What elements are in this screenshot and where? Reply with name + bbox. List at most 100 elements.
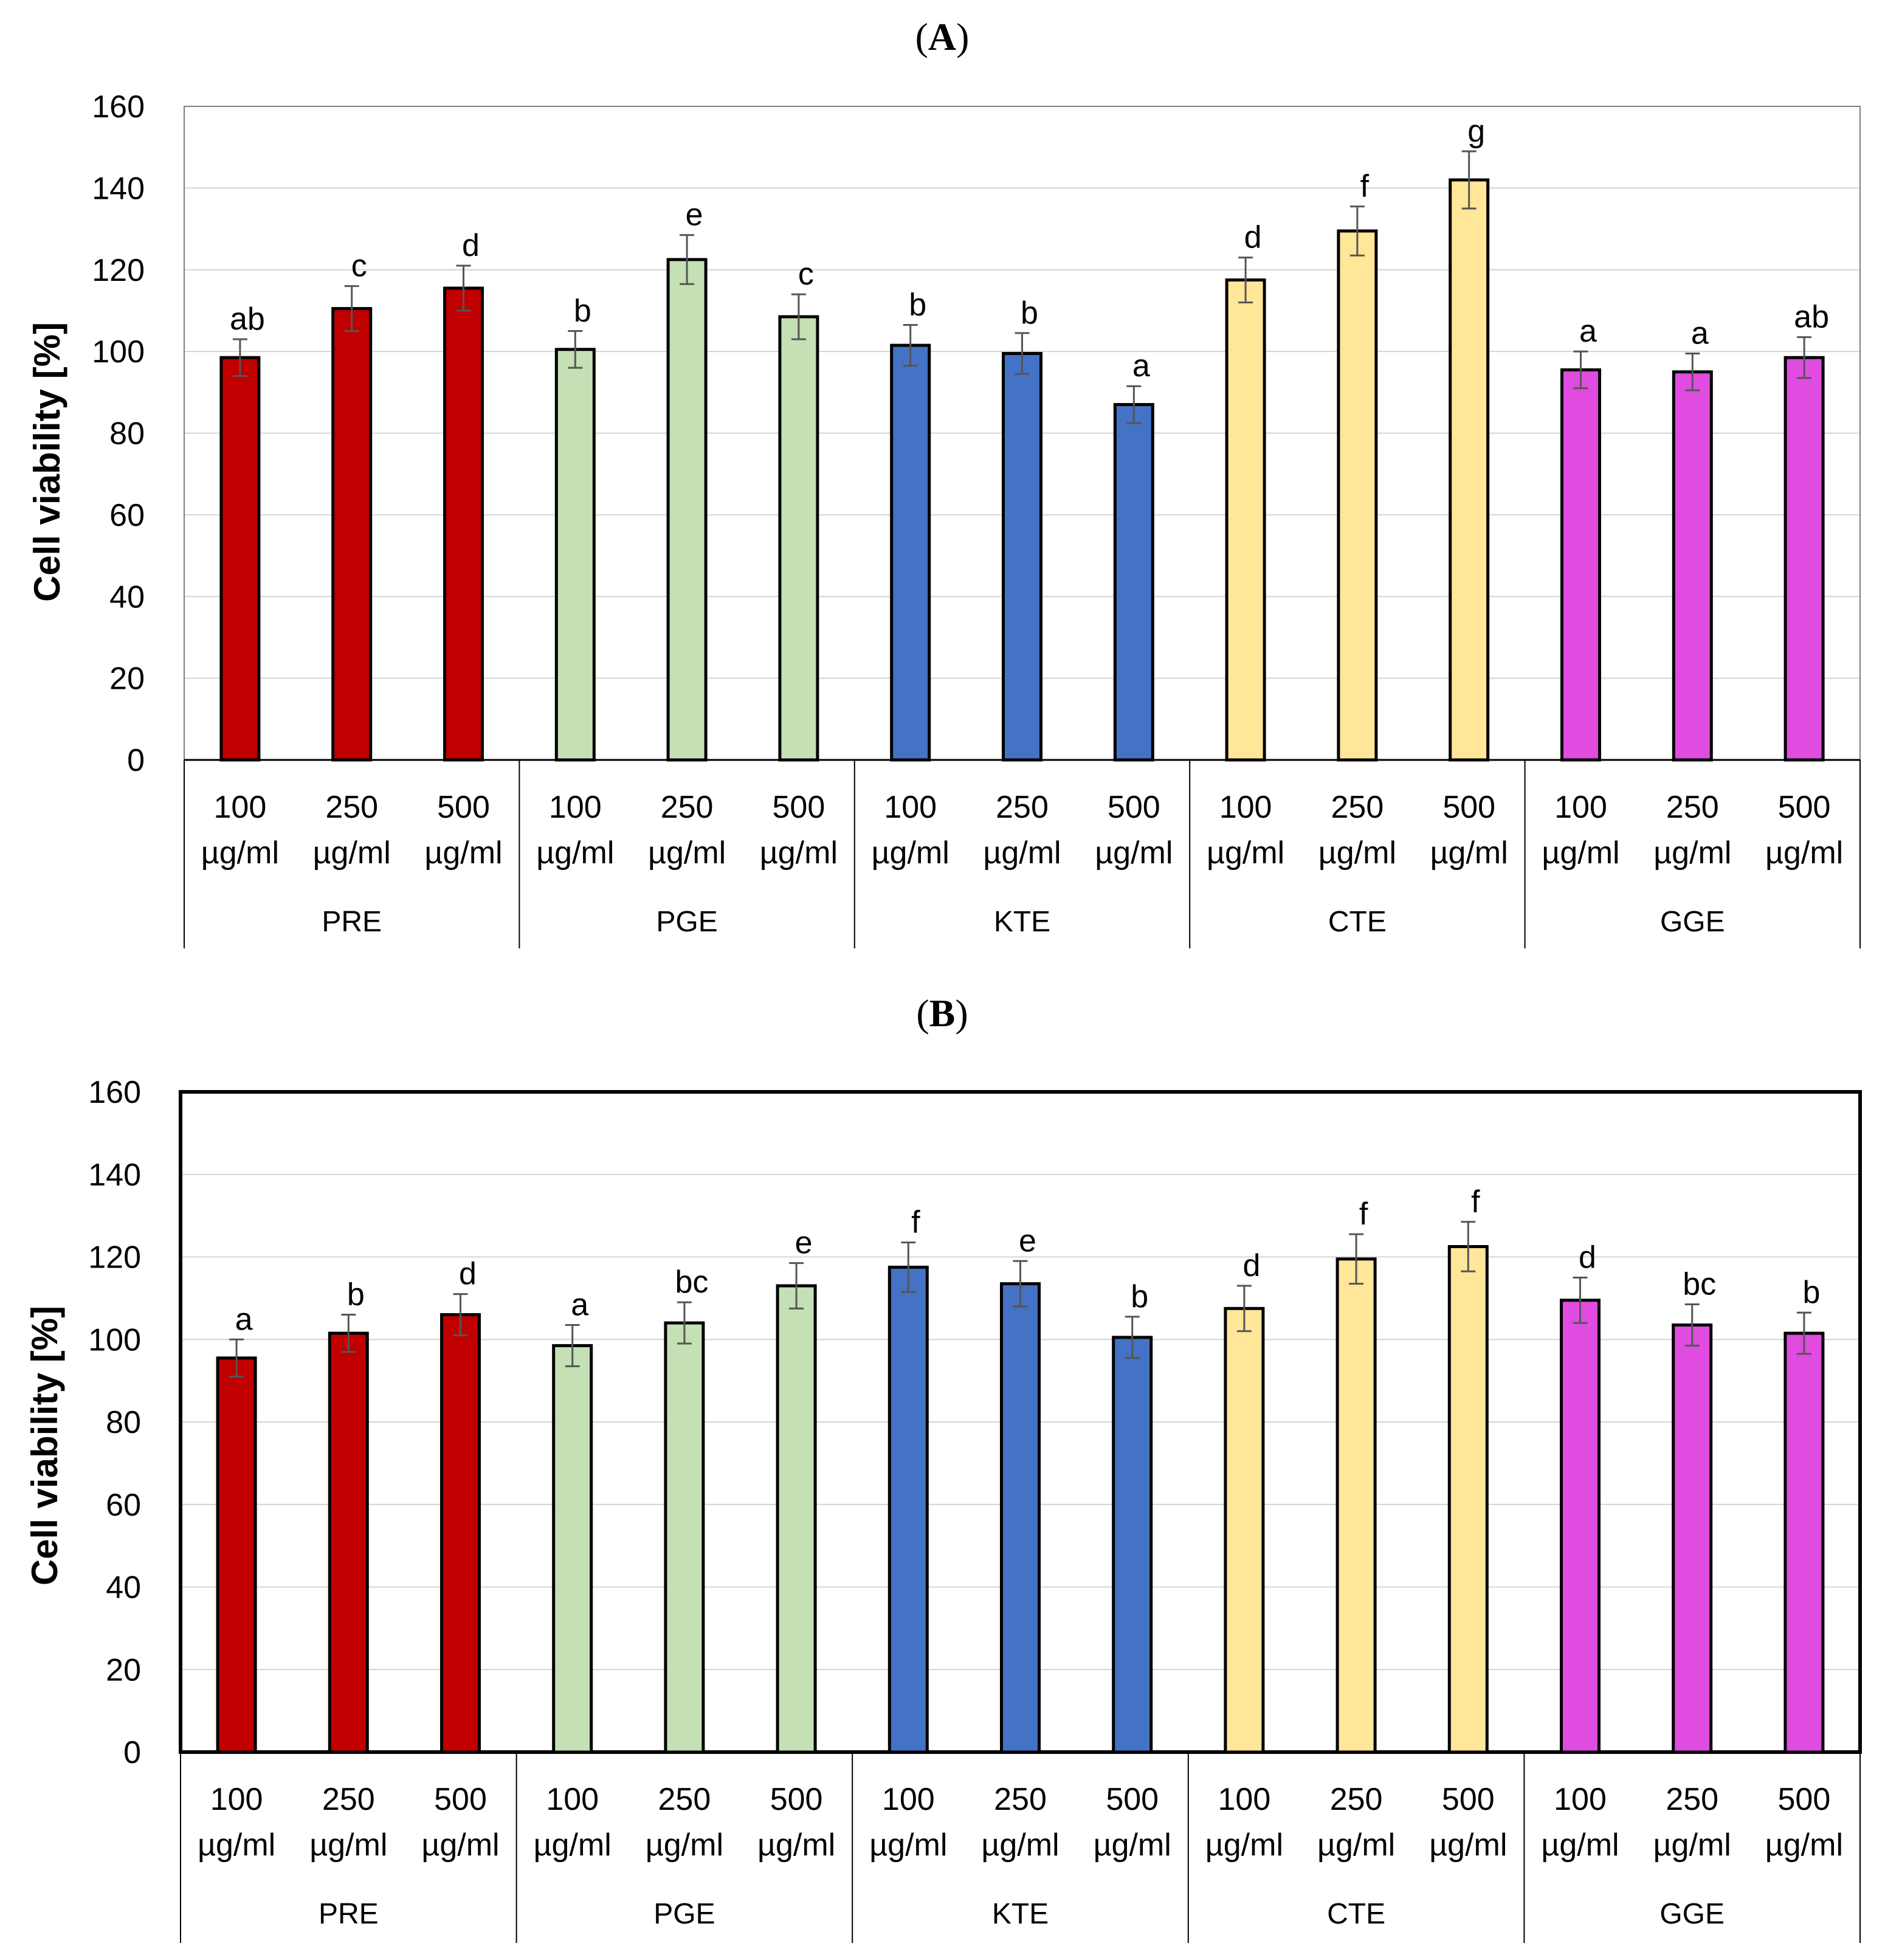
panel-b-significance-label: d <box>1242 1248 1260 1283</box>
panel-b-bar <box>1335 1257 1377 1754</box>
panel-a-significance-label: b <box>909 287 926 322</box>
panel-b-category-label-dose: 100 <box>210 1782 263 1817</box>
panel-b-category-label-dose: 100 <box>882 1782 935 1817</box>
panel-b-group-label: GGE <box>1659 1898 1725 1930</box>
panel-a-significance-label: b <box>1021 295 1038 331</box>
panel-a-significance-label: c <box>798 257 814 292</box>
panel-a-y-tick-label: 40 <box>109 579 145 615</box>
panel-b-bar <box>1672 1323 1713 1754</box>
panel-a-bar <box>443 286 484 762</box>
panel-b-category-label-unit: µg/ml <box>757 1827 835 1863</box>
panel-a-y-tick-label: 20 <box>109 661 145 697</box>
panel-b-category-label-dose: 100 <box>546 1782 599 1817</box>
panel-a-category-label-dose: 100 <box>214 790 267 825</box>
panel-a-category-label-unit: µg/ml <box>648 835 726 871</box>
panel-b-category-label-unit: µg/ml <box>1094 1827 1171 1863</box>
panel-a-category-label-dose: 500 <box>1778 790 1831 825</box>
panel-b-significance-label: a <box>235 1302 253 1337</box>
panel-b-significance-label: b <box>347 1277 365 1313</box>
panel-b-significance-label: e <box>1019 1223 1036 1258</box>
panel-a-category-label-unit: µg/ml <box>424 835 502 871</box>
panel-a-y-tick-label: 60 <box>109 498 145 533</box>
panel-b-category-label-dose: 500 <box>1106 1782 1159 1817</box>
panel-a-bar <box>1113 402 1154 762</box>
panel-b-bar <box>1560 1299 1601 1754</box>
panel-b-category-label-unit: µg/ml <box>1205 1827 1283 1863</box>
panel-a-y-tick-label: 120 <box>92 253 145 288</box>
panel-a-category-label-unit: µg/ml <box>1430 835 1508 871</box>
panel-b-bar <box>776 1284 817 1754</box>
panel-a-y-tick-label: 140 <box>92 171 145 206</box>
panel-b-y-tick-label: 20 <box>106 1652 141 1688</box>
panel-a-group-label: GGE <box>1660 906 1725 938</box>
panel-a-significance-label: a <box>1579 314 1597 349</box>
panel-a-bar <box>219 356 261 762</box>
panel-b-category-label-dose: 250 <box>658 1782 711 1817</box>
panel-a-category-label-dose: 500 <box>437 790 490 825</box>
panel-a-significance-label: b <box>574 294 591 329</box>
panel-a-category-label-dose: 100 <box>1219 790 1272 825</box>
panel-b-category-label-dose: 100 <box>1554 1782 1607 1817</box>
panel-b-group-label: PRE <box>319 1898 379 1930</box>
panel-b-category-label-unit: µg/ml <box>981 1827 1059 1863</box>
panel-a-bar <box>1449 178 1490 762</box>
panel-a-bar <box>1783 356 1825 762</box>
panel-a-category-label-dose: 250 <box>325 790 378 825</box>
panel-a-category-label-dose: 250 <box>1666 790 1719 825</box>
panel-a-significance-label: f <box>1360 169 1370 204</box>
panel-b-bar <box>1000 1282 1041 1754</box>
panel-a-bar <box>666 258 708 762</box>
panel-a-group-label: KTE <box>994 906 1050 938</box>
panel-a-category-label-dose: 250 <box>1331 790 1384 825</box>
panel-b-category-label-unit: µg/ml <box>198 1827 275 1863</box>
panel-a-bar <box>331 307 373 762</box>
panel-a-significance-label: a <box>1691 316 1709 351</box>
panel-a-bar <box>1002 351 1042 762</box>
panel-b-category-label-unit: µg/ml <box>646 1827 723 1863</box>
panel-a-title-open: ( <box>915 15 928 58</box>
panel-b-bar <box>328 1331 369 1754</box>
panel-b-significance-label: f <box>911 1205 920 1240</box>
panel-b-category-label-dose: 250 <box>1330 1782 1383 1817</box>
panel-a-category-label-unit: µg/ml <box>1207 835 1284 871</box>
panel-a-category-label-unit: µg/ml <box>1542 835 1619 871</box>
panel-a-significance-label: ab <box>230 302 265 337</box>
panel-b-y-tick-label: 120 <box>88 1240 141 1275</box>
panel-a-group-label: PGE <box>656 906 717 938</box>
panel-a-bar <box>1337 229 1378 762</box>
panel-a-category-label-dose: 250 <box>996 790 1049 825</box>
panel-a-y-tick-label: 80 <box>109 416 145 452</box>
panel-a-bar <box>1225 278 1266 762</box>
panel-b-bar <box>1112 1336 1153 1754</box>
panel-a-category-label-dose: 100 <box>549 790 602 825</box>
panel-b-significance-label: bc <box>1683 1267 1716 1302</box>
panel-a-significance-label: ab <box>1794 300 1829 335</box>
panel-b-group-label: CTE <box>1327 1898 1385 1930</box>
panel-b-group-label: KTE <box>992 1898 1049 1930</box>
panel-a-category-label-dose: 500 <box>1108 790 1160 825</box>
panel-b-bar <box>440 1313 481 1754</box>
panel-a-category-label-unit: µg/ml <box>983 835 1061 871</box>
panel-a-category-label-dose: 100 <box>884 790 937 825</box>
panel-b-category-label-unit: µg/ml <box>309 1827 387 1863</box>
panel-a-category-label-dose: 250 <box>661 790 714 825</box>
panel-a-y-tick-label: 100 <box>92 334 145 370</box>
panel-a-bar <box>1672 370 1713 762</box>
panel-a-y-axis-label: Cell viability [%] <box>27 322 67 602</box>
panel-a-significance-label: a <box>1132 348 1150 384</box>
panel-a-category-label-unit: µg/ml <box>313 835 391 871</box>
panel-b-category-label-unit: µg/ml <box>1765 1827 1843 1863</box>
panel-b-y-axis-label: Cell viability [%] <box>24 1306 65 1586</box>
panel-a-bar <box>1560 368 1601 762</box>
panel-a-significance-label: d <box>1244 220 1262 255</box>
panel-a-group-label: PRE <box>322 906 382 938</box>
panel-b-significance-label: f <box>1359 1196 1368 1232</box>
panel-b-title-close: ) <box>955 992 968 1035</box>
panel-a-title-letter: A <box>928 15 956 58</box>
panel-b-y-tick-label: 140 <box>88 1158 141 1193</box>
panel-b-significance-label: b <box>1802 1275 1820 1310</box>
panel-b-bar <box>887 1265 929 1754</box>
panel-a-group-label: CTE <box>1328 906 1387 938</box>
panel-b-significance-label: d <box>1579 1240 1596 1275</box>
panel-b-y-tick-label: 160 <box>88 1075 141 1110</box>
